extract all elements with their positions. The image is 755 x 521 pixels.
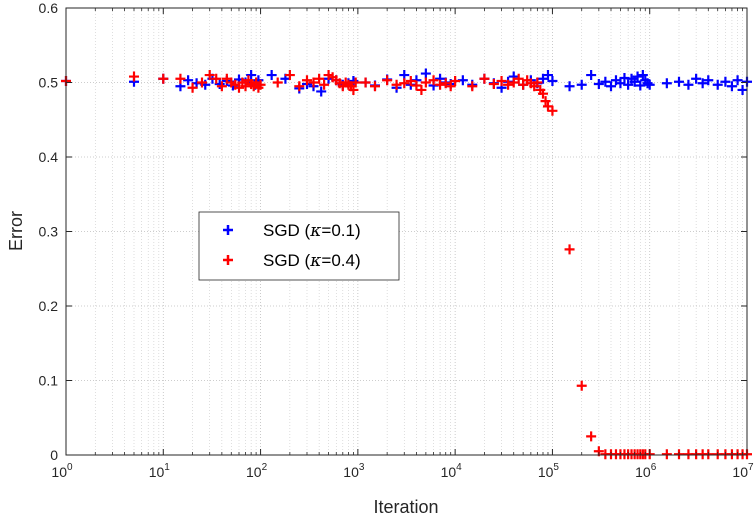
y-tick-label: 0.6 [39, 0, 59, 16]
x-tick-label-base: 10 [149, 464, 165, 480]
legend-label-series-2-suffix: =0.4) [321, 251, 360, 270]
x-tick-label-base: 10 [538, 464, 554, 480]
x-tick-label-exponent: 7 [748, 462, 754, 473]
x-tick-label-base: 10 [51, 464, 67, 480]
x-tick-label-base: 10 [246, 464, 262, 480]
x-tick-label: 100 [51, 462, 73, 480]
x-tick-label: 104 [441, 462, 463, 480]
x-tick-label-exponent: 3 [359, 462, 365, 473]
legend-label-series-2-prefix: SGD ( [263, 251, 311, 270]
y-tick-label: 0.4 [39, 149, 59, 165]
x-tick-label: 103 [343, 462, 365, 480]
x-tick-labels: 100 101 102 103 104 105 106 107 [51, 462, 754, 480]
x-tick-label-exponent: 6 [651, 462, 657, 473]
x-tick-label-exponent: 4 [456, 462, 462, 473]
x-tick-label-exponent: 0 [67, 462, 73, 473]
legend-label-series-1-symbol: κ [309, 221, 321, 241]
x-tick-label-exponent: 1 [164, 462, 170, 473]
y-tick-label: 0.3 [39, 224, 59, 240]
legend: SGD (κ=0.1) SGD (κ=0.4) [199, 212, 399, 280]
legend-label-series-2-symbol: κ [309, 251, 321, 271]
x-tick-label-exponent: 2 [262, 462, 268, 473]
x-tick-label: 101 [149, 462, 171, 480]
y-tick-label: 0.2 [39, 298, 59, 314]
x-axis-label: Iteration [373, 497, 438, 517]
x-tick-label-exponent: 5 [553, 462, 559, 473]
legend-label-series-1-prefix: SGD ( [263, 221, 311, 240]
y-tick-label: 0.5 [39, 75, 59, 91]
x-tick-label-base: 10 [343, 464, 359, 480]
y-axis-label: Error [6, 211, 26, 251]
x-tick-label-base: 10 [732, 464, 748, 480]
y-tick-label: 0.1 [39, 373, 59, 389]
x-tick-label: 102 [246, 462, 268, 480]
x-tick-label: 105 [538, 462, 560, 480]
legend-label-series-1-suffix: =0.1) [321, 221, 360, 240]
y-tick-label: 0 [50, 447, 58, 463]
x-tick-label: 106 [635, 462, 657, 480]
x-tick-label-base: 10 [635, 464, 651, 480]
x-tick-label: 107 [732, 462, 754, 480]
legend-label-series-1: SGD (κ=0.1) [263, 221, 361, 241]
legend-label-series-2: SGD (κ=0.4) [263, 251, 361, 271]
y-tick-labels: 0 0.1 0.2 0.3 0.4 0.5 0.6 [39, 0, 59, 463]
x-tick-label-base: 10 [441, 464, 457, 480]
